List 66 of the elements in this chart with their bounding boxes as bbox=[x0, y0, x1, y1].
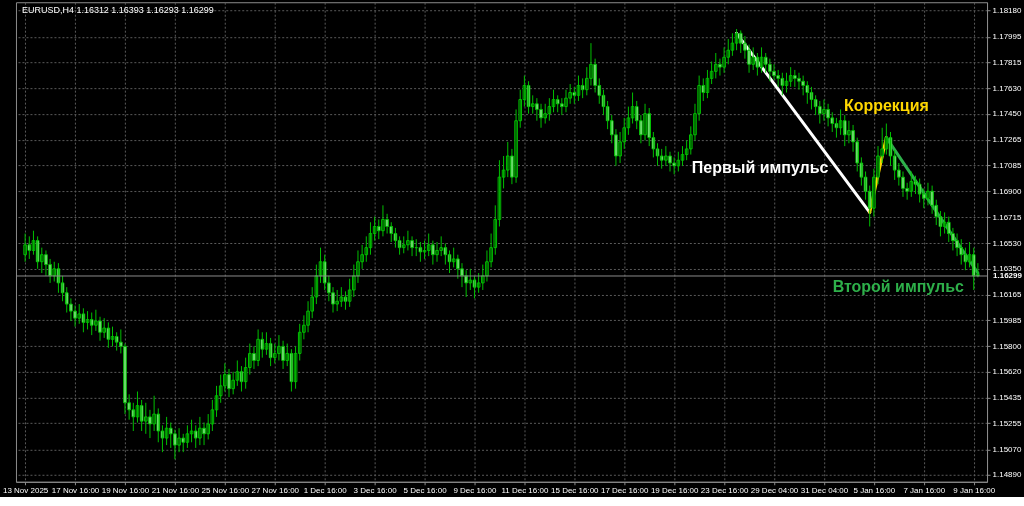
candlestick bbox=[89, 312, 94, 336]
candlestick bbox=[223, 362, 227, 393]
y-tick-label: 1.16165 bbox=[992, 290, 1022, 300]
x-tick-label: 19 Dec 16:00 bbox=[650, 486, 699, 496]
y-tick-label: 1.14890 bbox=[992, 470, 1022, 480]
candlestick bbox=[664, 145, 668, 167]
series-label: Первый импульс bbox=[691, 158, 829, 176]
x-tick-label: 5 Jan 16:00 bbox=[853, 486, 896, 496]
candlestick bbox=[27, 235, 32, 260]
candlestick bbox=[543, 103, 547, 125]
candlestick bbox=[81, 307, 86, 333]
chart-title: EURUSD,H4 1.16312 1.16393 1.16293 1.16299 bbox=[21, 5, 214, 16]
y-tick-label: 1.15255 bbox=[992, 418, 1022, 428]
candlestick bbox=[659, 148, 664, 170]
y-tick-label: 1.18180 bbox=[992, 6, 1022, 16]
y-tick-label: 1.15985 bbox=[992, 315, 1022, 325]
candlestick bbox=[672, 156, 676, 175]
candlestick bbox=[77, 303, 82, 325]
x-tick-label: 27 Nov 16:00 bbox=[251, 486, 300, 496]
candlestick bbox=[114, 331, 119, 352]
x-tick-label: 19 Nov 16:00 bbox=[101, 486, 150, 496]
x-tick-label: 9 Jan 16:00 bbox=[953, 486, 996, 496]
candlestick bbox=[922, 187, 926, 209]
y-tick-label: 1.17085 bbox=[992, 160, 1022, 170]
candlestick bbox=[630, 92, 635, 125]
y-tick-label: 1.17995 bbox=[992, 32, 1022, 42]
x-tick-label: 31 Dec 04:00 bbox=[800, 486, 849, 496]
x-tick-label: 5 Dec 16:00 bbox=[403, 486, 448, 496]
y-tick-label: 1.15435 bbox=[992, 393, 1022, 403]
y-tick-label: 1.15070 bbox=[992, 444, 1022, 454]
x-tick-label: 17 Dec 16:00 bbox=[600, 486, 650, 496]
x-tick-label: 21 Nov 16:00 bbox=[151, 486, 200, 496]
candlestick bbox=[185, 424, 190, 449]
candlestick bbox=[339, 286, 344, 308]
y-tick-label: 1.15620 bbox=[992, 367, 1022, 377]
candlestick bbox=[572, 86, 577, 105]
x-tick-label: 7 Jan 16:00 bbox=[903, 486, 946, 496]
x-tick-label: 25 Nov 16:00 bbox=[201, 486, 250, 496]
candlestick bbox=[335, 289, 339, 312]
x-tick-label: 15 Dec 16:00 bbox=[551, 486, 600, 496]
y-tick-label: 1.16715 bbox=[992, 212, 1022, 222]
series-label: Второй импульс bbox=[832, 278, 964, 296]
candlestick bbox=[418, 241, 423, 263]
y-tick-label: 1.17815 bbox=[992, 57, 1022, 67]
y-tick-label: 1.17630 bbox=[992, 83, 1022, 93]
candlestick bbox=[264, 331, 269, 356]
x-tick-label: 1 Dec 16:00 bbox=[303, 486, 348, 496]
x-tick-label: 11 Dec 16:00 bbox=[501, 486, 549, 496]
text: Коррекция bbox=[843, 96, 929, 114]
y-tick-label: 1.16530 bbox=[992, 238, 1022, 248]
x-tick-label: 23 Dec 16:00 bbox=[700, 486, 749, 496]
candlestick bbox=[102, 317, 106, 339]
x-tick-label: 17 Nov 16:00 bbox=[51, 486, 100, 496]
candlestick bbox=[143, 402, 148, 435]
y-tick-label: 1.15800 bbox=[992, 341, 1022, 351]
y-tick-label: 1.17450 bbox=[992, 109, 1022, 119]
y-tick-label: 1.17265 bbox=[992, 135, 1022, 145]
candlestick bbox=[788, 66, 793, 88]
candlestick bbox=[106, 321, 111, 349]
x-tick-label: 9 Dec 16:00 bbox=[453, 486, 498, 496]
x-tick-label: 13 Nov 2025 bbox=[3, 486, 49, 496]
x-tick-label: 29 Dec 04:00 bbox=[750, 486, 799, 496]
y-tick-label: 1.16900 bbox=[992, 186, 1022, 196]
candlestick bbox=[793, 69, 797, 88]
candlestick bbox=[401, 235, 406, 254]
x-tick-label: 3 Dec 16:00 bbox=[353, 486, 398, 496]
